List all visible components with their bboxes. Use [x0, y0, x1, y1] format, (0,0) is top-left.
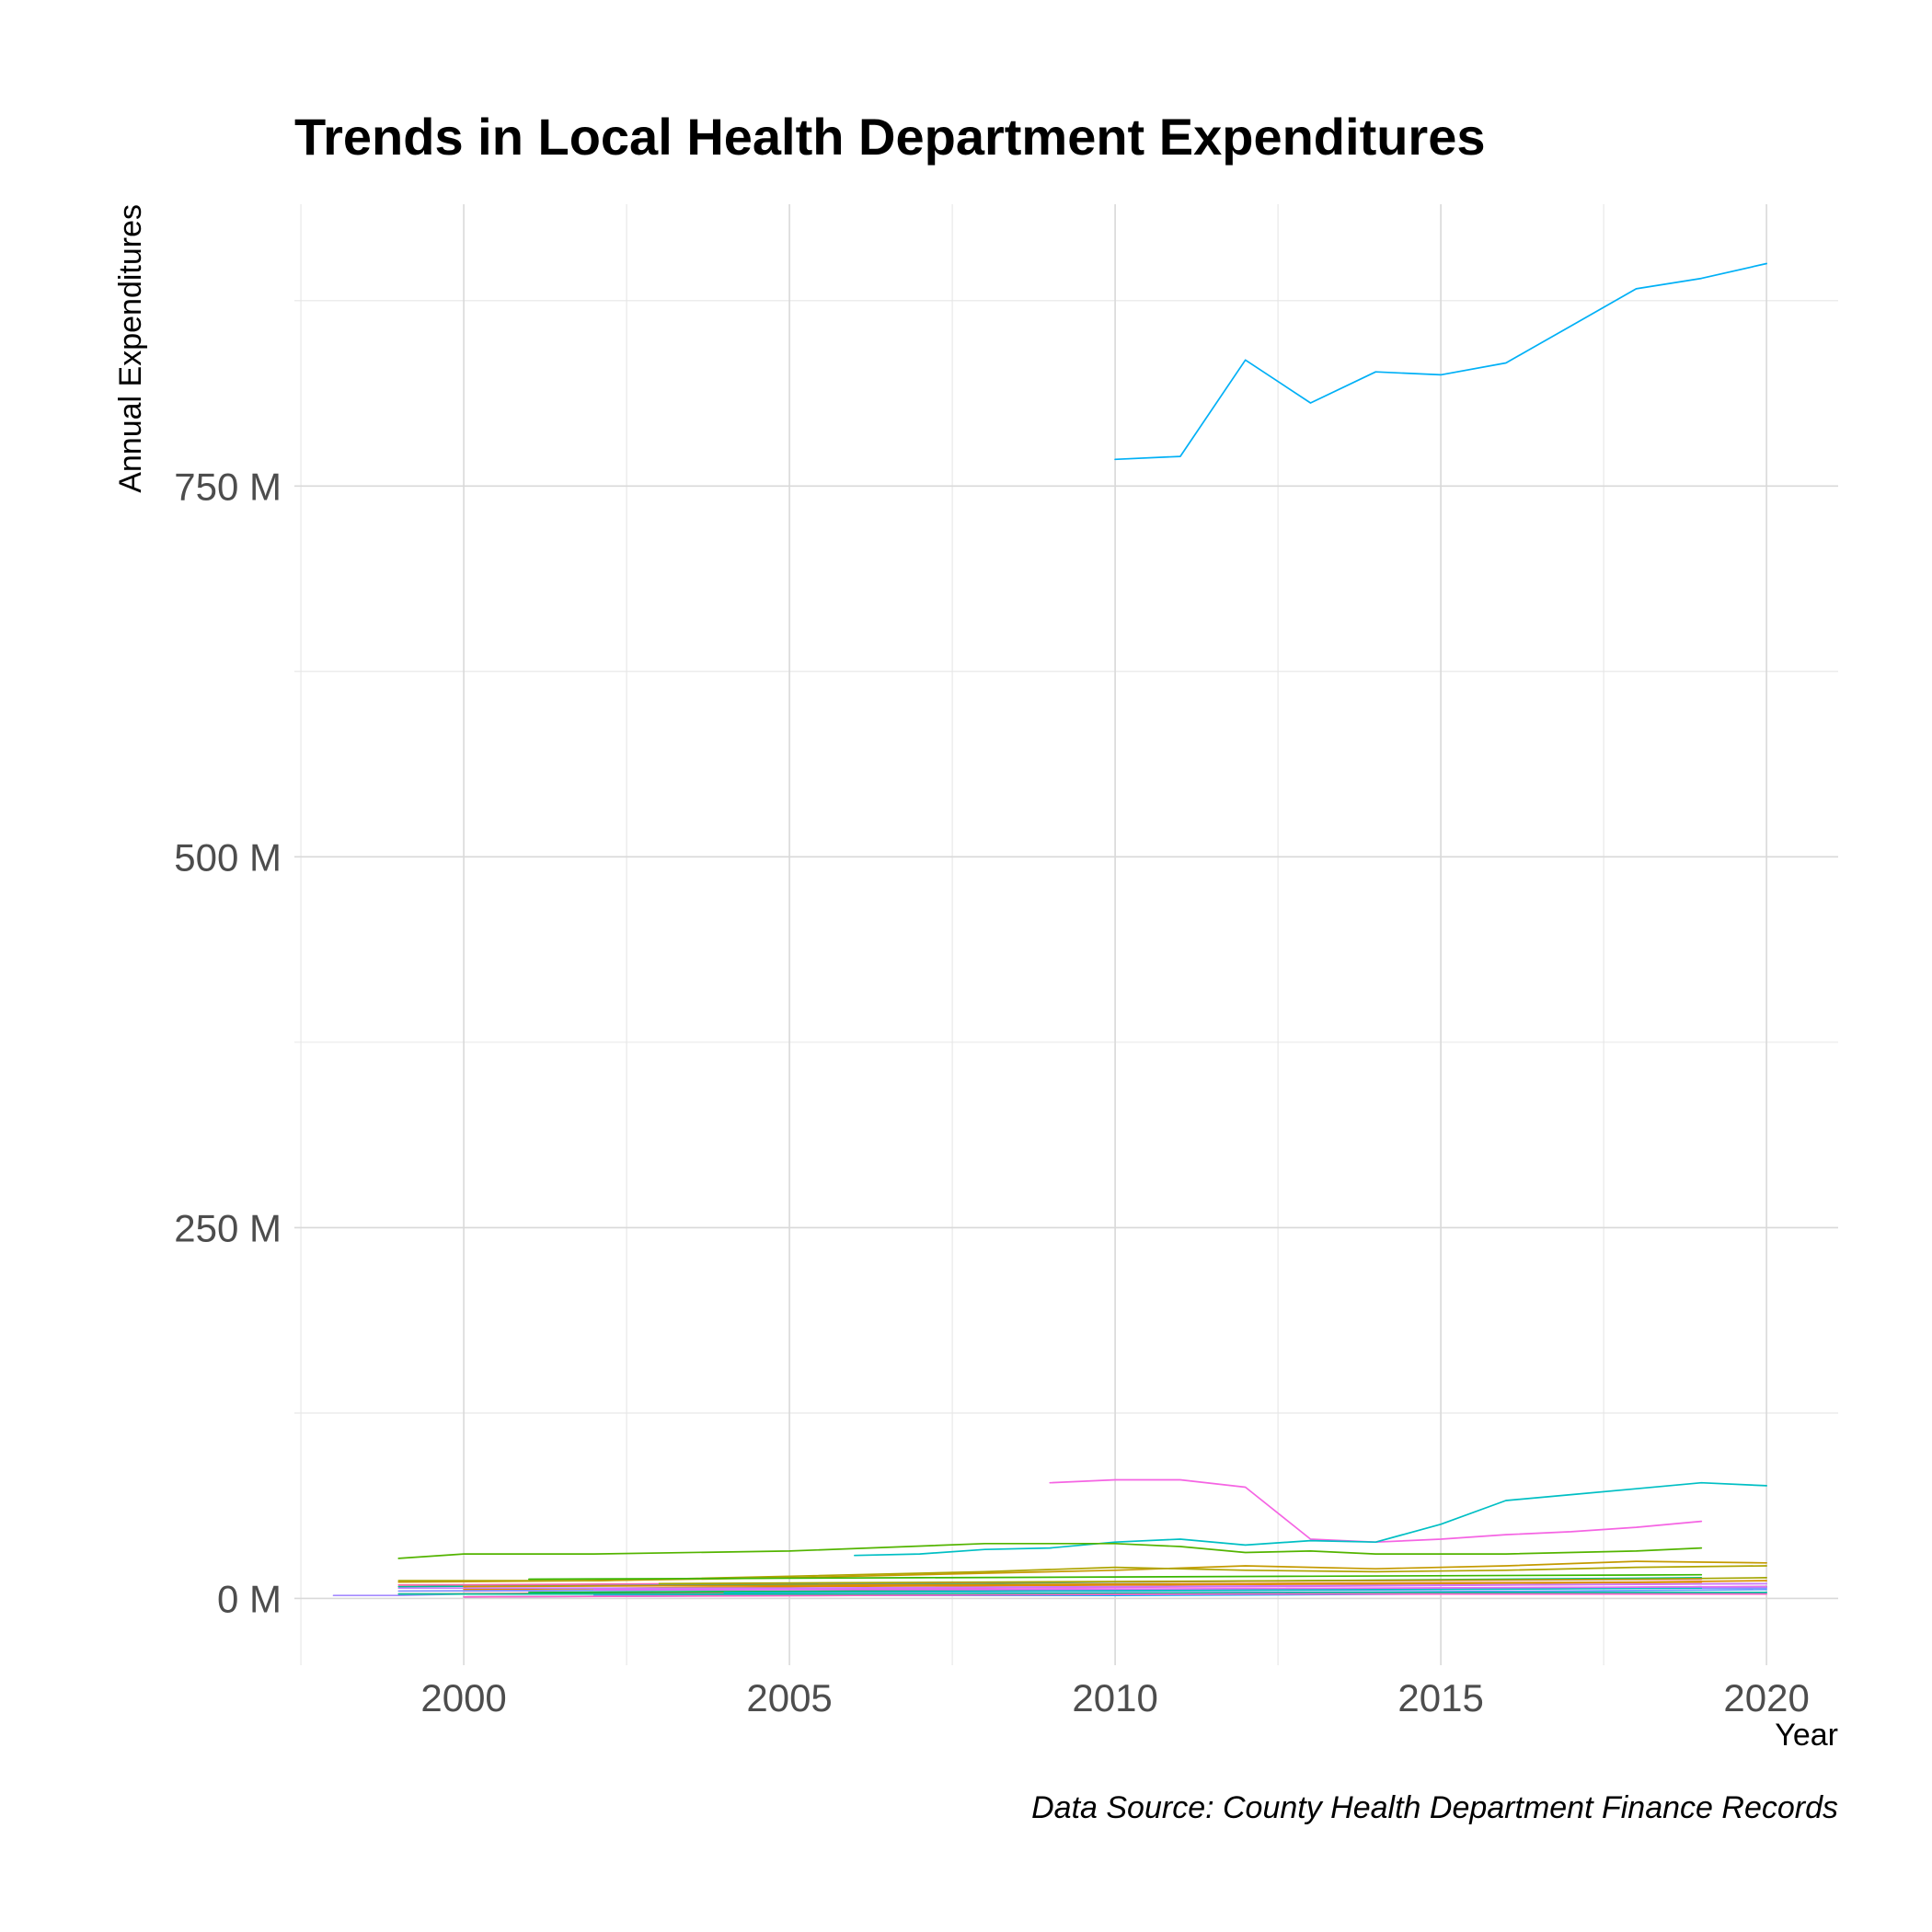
x-axis-ticks: 2000 2005 2010 2015 2020 — [420, 1676, 1809, 1719]
series-line-21 — [528, 1573, 1703, 1581]
series-line-3 — [854, 1481, 1767, 1557]
series-line-19 — [463, 1593, 1767, 1598]
x-tick-label: 2020 — [1723, 1676, 1809, 1719]
series-line-22 — [463, 1580, 1767, 1588]
y-tick-label: 250 M — [174, 1206, 282, 1249]
series-line-17 — [658, 1577, 1767, 1585]
series-line-4 — [397, 1542, 1703, 1559]
grid — [294, 204, 1838, 1665]
y-axis-title: Annual Expenditures — [113, 204, 148, 493]
series-line-1 — [1114, 262, 1767, 461]
series-line-18 — [397, 1592, 1767, 1595]
series-line-24 — [592, 1585, 1767, 1591]
chart-title: Trends in Local Health Department Expend… — [294, 108, 1486, 166]
y-tick-label: 750 M — [174, 465, 282, 508]
series-line-23 — [723, 1587, 1703, 1593]
x-axis-title: Year — [1775, 1718, 1838, 1753]
series-line-14 — [397, 1582, 1767, 1590]
x-tick-label: 2000 — [420, 1676, 506, 1719]
x-tick-label: 2015 — [1397, 1676, 1483, 1719]
chart-caption: Data Source: County Health Department Fi… — [1031, 1790, 1838, 1825]
series-lines — [332, 262, 1767, 1598]
y-tick-label: 0 M — [217, 1577, 282, 1620]
x-tick-label: 2005 — [746, 1676, 832, 1719]
y-axis-ticks: 0 M 250 M 500 M 750 M — [174, 465, 282, 1620]
y-tick-label: 500 M — [174, 835, 282, 879]
x-tick-label: 2010 — [1072, 1676, 1157, 1719]
